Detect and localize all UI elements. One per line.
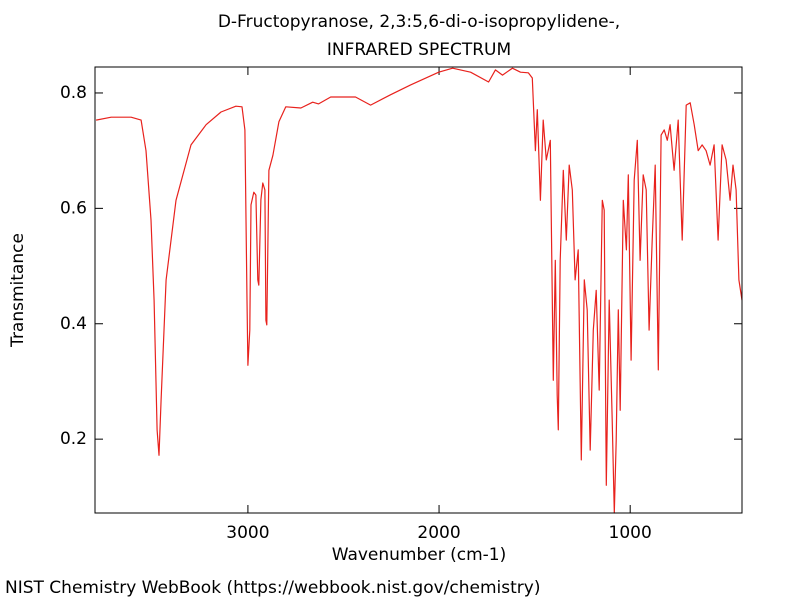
chart-subtitle: INFRARED SPECTRUM [327,40,511,60]
y-axis-label: Transmitance [8,233,28,348]
x-tick-label: 2000 [417,523,460,543]
plot-frame [94,66,743,514]
spectrum-line [95,67,743,514]
x-tick-label: 1000 [609,523,652,543]
y-tick-label: 0.8 [60,83,87,103]
y-tick-label: 0.4 [60,314,87,334]
x-axis-label: Wavenumber (cm-1) [332,545,507,565]
chart-title: D-Fructopyranose, 2,3:5,6-di-o-isopropyl… [218,12,620,32]
y-tick-label: 0.2 [60,429,87,449]
source-note: NIST Chemistry WebBook (https://webbook.… [5,578,540,598]
y-tick-label: 0.6 [60,198,87,218]
x-tick-label: 3000 [226,523,269,543]
